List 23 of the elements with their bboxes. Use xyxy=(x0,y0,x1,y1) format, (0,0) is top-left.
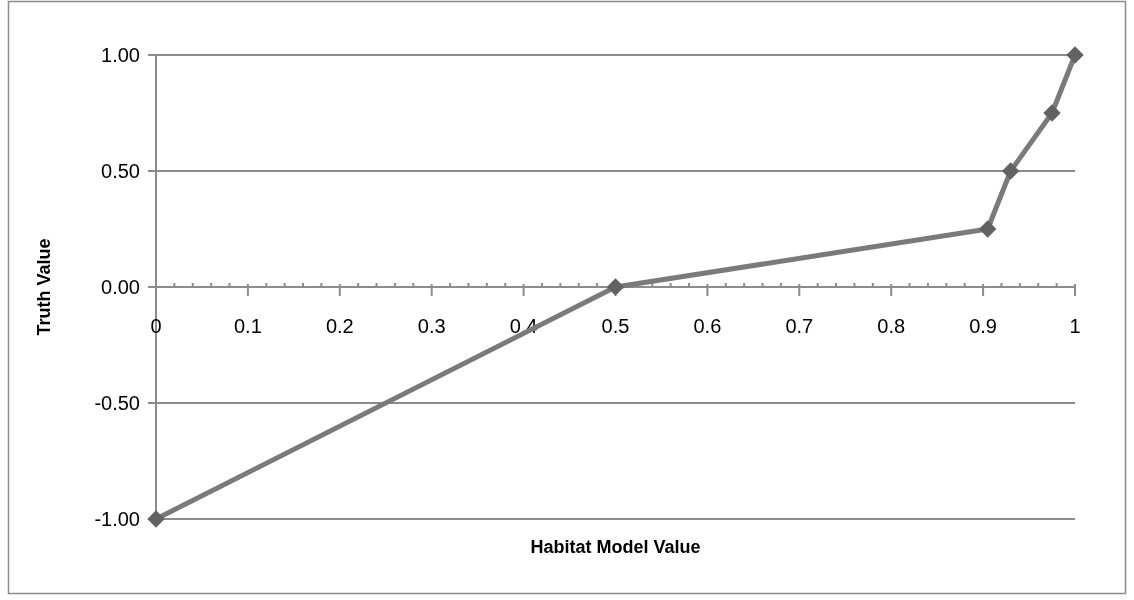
point xyxy=(979,220,997,238)
point xyxy=(147,510,165,528)
point xyxy=(606,278,625,296)
x-axis-title: Habitat Model Value xyxy=(530,537,701,557)
x-tick-label: 0.3 xyxy=(417,315,446,337)
point xyxy=(1066,46,1084,64)
x-tick-label: 1 xyxy=(1069,315,1081,337)
x-tick-label: 0.5 xyxy=(601,315,630,337)
x-tick-label: 0.8 xyxy=(877,315,906,337)
x-tick-label: 0.7 xyxy=(785,315,814,337)
x-tick-label: 0.2 xyxy=(325,315,354,337)
point xyxy=(1002,162,1020,180)
y-tick-label: 1.00 xyxy=(101,44,140,66)
x-tick-label: 0.6 xyxy=(693,315,722,337)
point xyxy=(1043,104,1061,122)
x-tick-label: 0 xyxy=(150,315,162,337)
y-tick-label: -1.00 xyxy=(94,508,140,530)
y-tick-label: 0.00 xyxy=(101,276,140,298)
y-axis-title: Truth Value xyxy=(34,238,54,336)
y-tick-label: -0.50 xyxy=(94,392,140,414)
x-tick-label: 0.1 xyxy=(233,315,262,337)
y-tick-label: 0.50 xyxy=(101,160,140,182)
x-tick-label: 0.9 xyxy=(969,315,998,337)
